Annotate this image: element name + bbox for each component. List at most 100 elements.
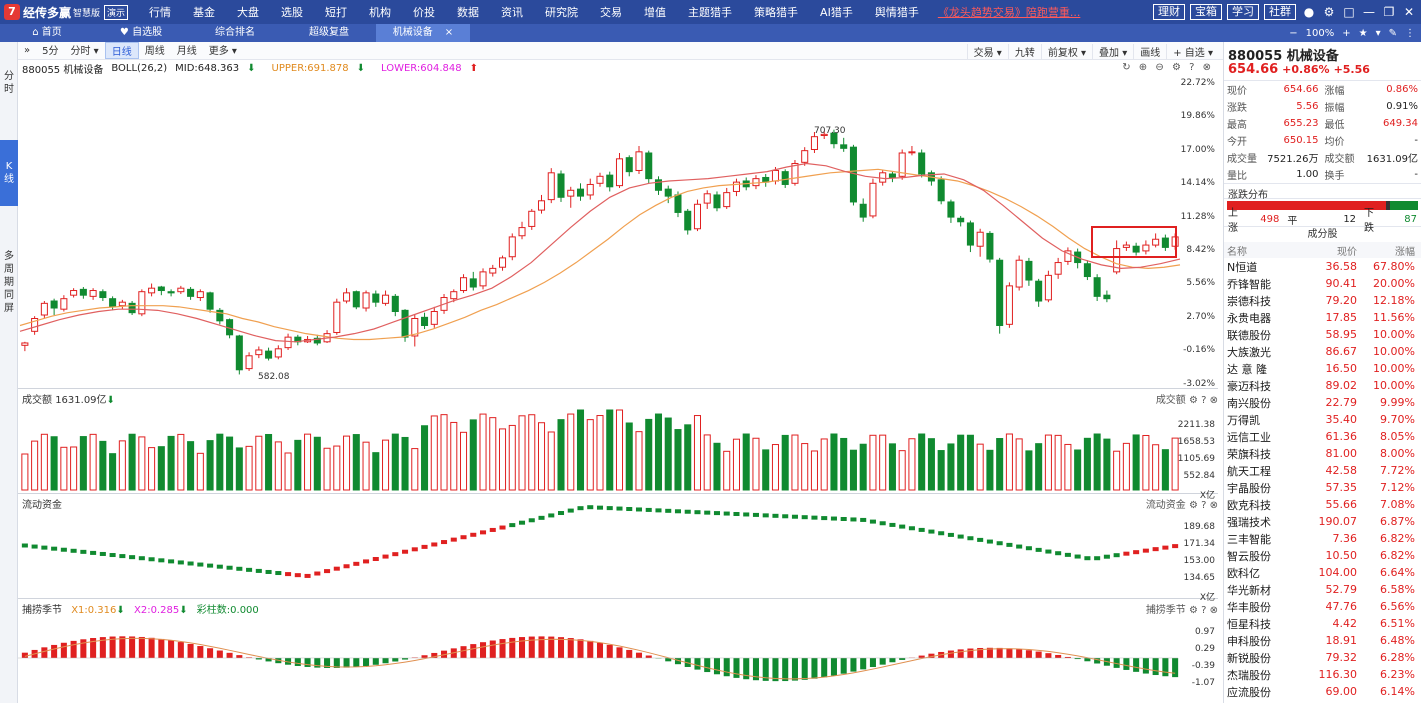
top-button[interactable]: 理财 [1153, 4, 1185, 20]
zoom-out-icon[interactable]: − [1289, 27, 1298, 39]
component-row[interactable]: 大族激光 86.67 10.00% [1227, 345, 1415, 359]
menu-item[interactable]: 数据 [457, 6, 480, 19]
tab[interactable]: 综合排名 [188, 24, 282, 42]
axis-tick-label: 8.42% [1186, 245, 1215, 255]
tab[interactable]: ⌂ 首页 [0, 24, 94, 42]
zoom-in-chart-icon[interactable]: ⊕ [1138, 62, 1148, 73]
rail-item[interactable]: K线 [0, 140, 18, 206]
chart-tool-button[interactable]: 前复权 ▾ [1040, 43, 1092, 59]
menu-item[interactable]: 策略猎手 [754, 6, 799, 19]
zoom-out-chart-icon[interactable]: ⊖ [1155, 62, 1164, 73]
star-icon[interactable]: ★ [1358, 27, 1368, 39]
component-row[interactable]: 新锐股份 79.32 6.28% [1227, 651, 1415, 665]
component-row[interactable]: 智云股份 10.50 6.82% [1227, 549, 1415, 563]
menu-item[interactable]: 价投 [413, 6, 436, 19]
timeframe-button[interactable]: 5分 [42, 46, 59, 57]
tab-label: 自选股 [132, 27, 163, 38]
window-icon[interactable]: □ [1343, 5, 1355, 19]
refresh-icon[interactable]: ↻ [1122, 62, 1131, 73]
menu-item[interactable]: AI猎手 [820, 6, 853, 19]
more-icon[interactable]: ⋮ [1405, 27, 1415, 39]
rail-item[interactable]: 分时 [4, 71, 14, 95]
help-icon[interactable]: ? [1189, 62, 1195, 73]
component-row[interactable]: 豪迈科技 89.02 10.00% [1227, 379, 1415, 393]
tab[interactable]: 超级复盘 [282, 24, 376, 42]
gear-icon[interactable]: ⚙ [1323, 5, 1335, 19]
component-row[interactable]: 恒星科技 4.42 6.51% [1227, 617, 1415, 631]
component-row[interactable]: 崇德科技 79.20 12.18% [1227, 294, 1415, 308]
menu-item[interactable]: 主题猎手 [688, 6, 733, 19]
candle [245, 355, 253, 370]
settings-icon[interactable]: ⚙ [1171, 62, 1181, 73]
menu-item[interactable]: 选股 [281, 6, 304, 19]
timeframe-button[interactable]: 月线 [176, 46, 197, 57]
component-row[interactable]: N恒道 36.58 67.80% [1227, 260, 1415, 274]
component-row[interactable]: 联德股份 58.95 10.00% [1227, 328, 1415, 342]
close-icon[interactable]: ✕ [1403, 5, 1415, 19]
component-row[interactable]: 三丰智能 7.36 6.82% [1227, 532, 1415, 546]
axis-tick-label: X亿 [1199, 491, 1215, 501]
component-row[interactable]: 乔锋智能 90.41 20.00% [1227, 277, 1415, 291]
component-row[interactable]: 应流股份 69.00 6.14% [1227, 685, 1415, 699]
menu-item[interactable]: 资讯 [501, 6, 524, 19]
chevron-down-icon[interactable]: ▾ [1375, 27, 1381, 39]
minimize-icon[interactable]: — [1363, 5, 1375, 19]
menu-item[interactable]: 短打 [325, 6, 348, 19]
component-row[interactable]: 强瑞技术 190.07 6.87% [1227, 515, 1415, 529]
rail-item[interactable]: 多周期同屏 [4, 251, 14, 314]
top-button[interactable]: 宝箱 [1190, 4, 1222, 20]
component-row[interactable]: 远信工业 61.36 8.05% [1227, 430, 1415, 444]
menu-item[interactable]: 增值 [644, 6, 667, 19]
close-chart-icon[interactable]: ⊗ [1202, 62, 1211, 73]
menu-item[interactable]: 机构 [369, 6, 392, 19]
component-row[interactable]: 申科股份 18.91 6.48% [1227, 634, 1415, 648]
menu-item[interactable]: 基金 [193, 6, 216, 19]
component-row[interactable]: 航天工程 42.58 7.72% [1227, 464, 1415, 478]
chart-tool-button[interactable]: 九转 [1007, 43, 1041, 59]
timeframe-button[interactable]: 分时 ▾ [70, 46, 99, 57]
indicator-name[interactable]: BOLL(26,2) [111, 62, 168, 74]
candle [206, 292, 214, 310]
timeframe-button[interactable]: 周线 [144, 46, 165, 57]
pencil-icon[interactable]: ✎ [1388, 27, 1397, 39]
menu-item[interactable]: 研究院 [545, 6, 579, 19]
menu-item[interactable]: 交易 [600, 6, 623, 19]
menu-item[interactable]: 大盘 [237, 6, 260, 19]
component-row[interactable]: 欧克科技 55.66 7.08% [1227, 498, 1415, 512]
expand-icon[interactable]: » [24, 45, 31, 56]
season-bar [1025, 650, 1032, 658]
component-row[interactable]: 欧科亿 104.00 6.64% [1227, 566, 1415, 580]
component-row[interactable]: 荣旗科技 81.00 8.00% [1227, 447, 1415, 461]
chart-tool-button[interactable]: + 自选 ▾ [1166, 43, 1219, 59]
zoom-in-icon[interactable]: + [1342, 27, 1351, 39]
component-row[interactable]: 杰瑞股份 116.30 6.23% [1227, 668, 1415, 682]
close-tab-icon[interactable]: × [444, 27, 454, 38]
chart-tool-button[interactable]: 交易 ▾ [966, 43, 1008, 59]
menu-item[interactable]: 舆情猎手 [874, 6, 919, 19]
component-row[interactable]: 南兴股份 22.79 9.99% [1227, 396, 1415, 410]
timeframe-button[interactable]: 更多 ▾ [208, 46, 237, 57]
breadth-title: 涨跌分布 [1224, 183, 1421, 201]
chart-canvas[interactable]: 707.30 582.08 [18, 75, 1218, 695]
top-button[interactable]: 社群 [1264, 4, 1296, 20]
component-row[interactable]: 万得凯 35.40 9.70% [1227, 413, 1415, 427]
flow-step [1045, 549, 1052, 554]
menu-item[interactable]: 行情 [149, 6, 172, 19]
volume-bar [469, 419, 477, 491]
top-button[interactable]: 学习 [1227, 4, 1259, 20]
promo-link[interactable]: 《龙头趋势交易》陪跑营重... [937, 6, 1081, 19]
user-icon[interactable]: ● [1303, 5, 1315, 19]
timeframe-button[interactable]: 日线 [104, 42, 139, 59]
restore-icon[interactable]: ❐ [1383, 5, 1395, 19]
chart-tool-button[interactable]: 叠加 ▾ [1092, 43, 1133, 59]
app-logo[interactable]: 7 经传多赢 智慧版 演示 [0, 0, 129, 24]
component-row[interactable]: 华丰股份 47.76 6.56% [1227, 600, 1415, 614]
component-row[interactable]: 永贵电器 17.85 11.56% [1227, 311, 1415, 325]
tab[interactable]: ♥ 自选股 [94, 24, 188, 42]
component-row[interactable]: 达 意 隆 16.50 10.00% [1227, 362, 1415, 376]
component-row[interactable]: 宇晶股份 57.35 7.12% [1227, 481, 1415, 495]
chart-tool-button[interactable]: 画线 [1133, 43, 1166, 59]
volume-bar [723, 450, 731, 491]
tab[interactable]: 机械设备 × [376, 24, 470, 42]
component-row[interactable]: 华光新材 52.79 6.58% [1227, 583, 1415, 597]
